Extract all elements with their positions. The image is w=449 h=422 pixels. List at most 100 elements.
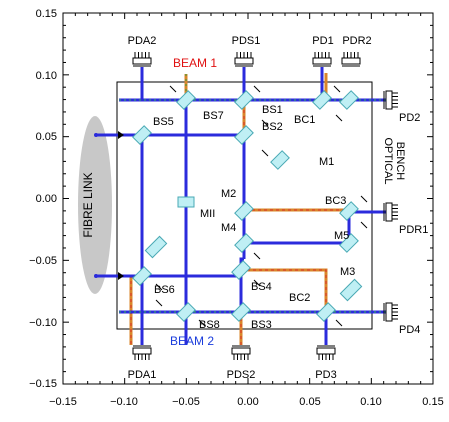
blue-beam-path [239,257,244,312]
label-pds2: PDS2 [227,369,256,381]
beam-dump [333,85,341,93]
plot-frame [62,12,434,385]
upper-fibre-port [94,133,98,137]
x-tick-label: 0.10 [360,396,381,408]
label-bs1: BS1 [262,104,283,116]
label-pd4: PD4 [399,324,420,336]
label-bc3: BC3 [325,195,346,207]
detector-pds2 [231,345,251,360]
label-pda2: PDA2 [128,35,157,47]
detector-pdr2 [341,52,361,67]
optical-bench-label-line1: OPTICAL [382,137,394,184]
optic-bs8 [176,302,196,322]
label-pd3: PD3 [315,369,336,381]
y-tick-label: 0.10 [36,70,57,82]
detector-pd4 [383,302,398,322]
beam-dump [261,119,269,127]
label-bc2: BC2 [289,292,310,304]
optic-m2 [234,201,254,221]
fibre-link-ellipse [78,116,112,294]
beam-dumps [155,85,368,327]
optic-m3 [339,278,363,302]
beam-dump [253,252,261,260]
axis-ticks [62,12,434,385]
y-tick-label: 0.15 [36,8,57,20]
optical-bench-label-line2: BENCH [394,142,406,181]
detector-pd1 [312,52,332,67]
optic-m1 [270,150,290,170]
y-tick-label: 0.05 [36,131,57,143]
label-bs7: BS7 [203,110,224,122]
component-labels: BS5 BS7 BS1 BS2 BC1 M1 M2 BC3 MII M4 M5 … [153,104,355,331]
label-pds1: PDS1 [232,35,261,47]
y-tick-label: −0.10 [29,317,57,329]
optic-right-upper [339,90,359,110]
detector-pdr1 [383,202,398,222]
optic-bs3 [231,302,251,322]
label-m4: M4 [221,222,236,234]
photodetectors [132,52,398,360]
label-m3: M3 [340,266,355,278]
fibre-link-label: FIBRE LINK [81,172,95,237]
optic-bs2 [234,125,254,145]
beam-1-label: BEAM 1 [173,56,217,70]
label-bs3: BS3 [251,319,272,331]
label-m1: M1 [319,156,334,168]
fibre-couplers [94,131,124,280]
beam-dump [360,221,368,229]
right-detector-labels: PD2 PDR1 PD4 [399,112,428,336]
optic-bs7 [176,90,196,110]
label-m5: M5 [334,230,349,242]
detector-pd2 [383,90,398,110]
label-pd1: PD1 [312,35,333,47]
y-tick-label: 0.00 [36,193,57,205]
red-beam-path [241,269,327,312]
optic-bc3 [339,201,359,221]
optic-mii [177,196,195,208]
beam-dump [261,149,269,157]
y-axis-labels: 0.15 0.10 0.05 0.00 −0.05 −0.10 −0.15 [29,8,57,390]
label-bs8: BS8 [199,319,220,331]
blue-beam-path [244,210,386,245]
label-bc1: BC1 [294,114,315,126]
beam-dump [155,299,163,307]
lower-fibre-port [94,274,98,278]
red-beam-path [243,92,350,239]
optic-bs1 [234,90,254,110]
optic-m5 [339,233,359,253]
optic-bs4 [231,260,251,280]
optic-bs6 [132,266,152,286]
optic-bc2 [316,302,336,322]
x-tick-label: 0.15 [422,396,443,408]
label-pd2: PD2 [399,112,420,124]
optic-m4 [234,233,254,253]
label-bs6: BS6 [154,284,175,296]
label-bs2: BS2 [262,121,283,133]
detector-pda1 [132,345,152,360]
beam-dump [253,279,261,287]
optic-bc1 [312,90,332,110]
optic-left-mirror [144,235,168,259]
label-pdr2: PDR2 [342,35,371,47]
detector-pd3 [316,345,336,360]
optics [132,90,363,322]
label-mii: MII [200,208,215,220]
y-tick-label: −0.05 [29,255,57,267]
beam-dump [335,319,343,327]
beam-dump [335,114,343,122]
x-tick-label: 0.00 [237,396,258,408]
beam-dump [155,283,163,291]
y-tick-label: −0.15 [29,378,57,390]
beam-dump [169,85,177,93]
x-tick-label: −0.15 [49,396,77,408]
label-bs5: BS5 [153,116,174,128]
detector-labels: PDA2 PDS1 PD1 PDR2 PDA1 PDS2 PD3 [128,35,372,381]
beam-dump [360,195,368,203]
label-bs4: BS4 [251,281,272,293]
label-m2: M2 [221,188,236,200]
label-pda1: PDA1 [128,369,157,381]
x-tick-label: −0.05 [172,396,200,408]
x-tick-label: −0.10 [110,396,138,408]
